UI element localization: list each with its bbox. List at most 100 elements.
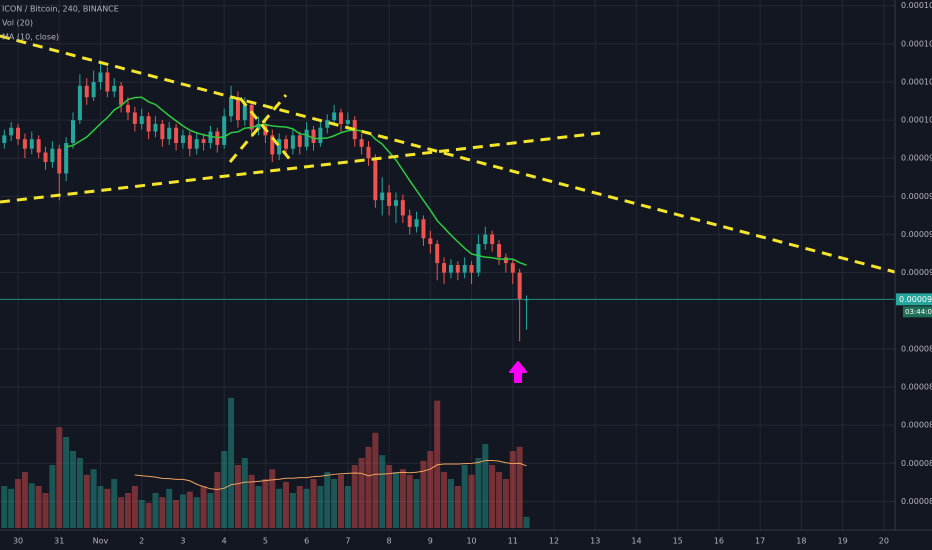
candle-body — [112, 85, 117, 92]
volume-bar — [49, 465, 56, 528]
candle-body — [36, 139, 41, 153]
volume-bar — [1, 486, 8, 528]
x-tick-label: 10 — [466, 537, 476, 546]
candle-body — [256, 123, 261, 130]
volume-bar — [475, 458, 482, 528]
candle-body — [64, 142, 69, 174]
candle-body — [345, 120, 350, 124]
candle-body — [9, 127, 14, 136]
candle-body — [180, 135, 185, 143]
volume-bar — [283, 481, 290, 528]
candle-body — [448, 265, 453, 273]
candle-body — [318, 127, 323, 143]
volume-bar — [241, 458, 248, 528]
volume-bar — [310, 479, 317, 528]
candle-body — [325, 120, 330, 128]
last-price-box — [896, 293, 932, 306]
volume-bar — [15, 479, 22, 528]
x-tick-label: 11 — [508, 537, 518, 546]
candle-body — [43, 152, 48, 163]
x-tick-label: 18 — [796, 537, 806, 546]
y-tick-label: 0.0000880 — [901, 344, 932, 353]
x-tick-label: 3 — [180, 537, 185, 546]
x-tick-label: 5 — [263, 537, 268, 546]
candle-body — [98, 72, 103, 82]
volume-bar — [255, 486, 262, 528]
x-tick-label: Nov — [93, 537, 109, 546]
candle-body — [290, 135, 295, 149]
volume-bar — [42, 493, 49, 528]
candle-body — [387, 192, 392, 206]
candle-body — [490, 234, 495, 245]
candle-body — [510, 263, 515, 273]
candle-body — [476, 244, 481, 273]
candle-body — [249, 104, 254, 130]
volume-bar — [461, 465, 468, 528]
candle-body — [517, 272, 522, 300]
price-axis — [895, 0, 932, 530]
candle-body — [71, 120, 76, 143]
candle-body — [242, 104, 247, 121]
arrow — [509, 361, 527, 383]
trend-line — [0, 34, 896, 274]
x-tick-label: 14 — [631, 537, 641, 546]
volume-bar — [145, 502, 152, 528]
volume-bar — [21, 472, 28, 528]
y-tick-label: 0.0000800 — [901, 497, 932, 506]
volume-bar — [468, 474, 475, 528]
volume-bar — [447, 479, 454, 528]
volume-bar — [186, 491, 193, 528]
volume-pane — [1, 397, 530, 528]
volume-bar — [392, 472, 399, 528]
candle-body — [338, 112, 343, 124]
candle-body — [483, 234, 488, 245]
volume-bar — [173, 500, 180, 528]
candle-body — [332, 112, 337, 121]
candle-body — [284, 139, 289, 149]
candle-body — [407, 215, 412, 227]
x-tick-label: 13 — [590, 537, 600, 546]
volume-bar — [124, 493, 131, 528]
volume-bar — [317, 486, 324, 528]
candle-body — [160, 123, 165, 140]
volume-bar — [248, 474, 255, 528]
volume-bar — [496, 472, 503, 528]
candle-body — [393, 200, 398, 206]
x-tick-label: 15 — [673, 537, 683, 546]
y-tick-label: 0.0000820 — [901, 459, 932, 468]
candle-body — [380, 192, 385, 201]
candle-body — [229, 97, 234, 117]
volume-bar — [489, 465, 496, 528]
candle-body — [22, 139, 27, 149]
candle-body — [174, 127, 179, 143]
volume-bar — [365, 446, 372, 528]
candle-body — [139, 116, 144, 124]
candle-body — [469, 265, 474, 273]
volume-bar — [379, 455, 386, 528]
candle-body — [373, 158, 378, 201]
x-tick-label: 12 — [549, 537, 559, 546]
x-tick-label: 8 — [387, 537, 392, 546]
volume-bar — [427, 451, 434, 528]
indicator-label: MA (10, close) — [2, 33, 59, 42]
volume-bar — [420, 460, 427, 528]
volume-bar — [118, 497, 125, 528]
candle-body — [400, 200, 405, 216]
candle-body — [125, 104, 130, 113]
time-axis — [0, 530, 932, 550]
y-tick-label: 0.0000920 — [901, 268, 932, 277]
candle-body — [105, 72, 110, 92]
candle-body — [435, 244, 440, 264]
volume-bar — [159, 497, 166, 528]
trend-line — [228, 94, 288, 163]
volume-bar — [70, 451, 77, 528]
y-tick-label: 0.0001000 — [901, 116, 932, 125]
countdown-label: 03:44:05 — [905, 308, 932, 316]
volume-bar — [276, 488, 283, 528]
countdown-box — [903, 306, 932, 318]
volume-bar — [337, 474, 344, 528]
volume-bar — [372, 432, 379, 528]
volume-bar — [441, 472, 448, 528]
